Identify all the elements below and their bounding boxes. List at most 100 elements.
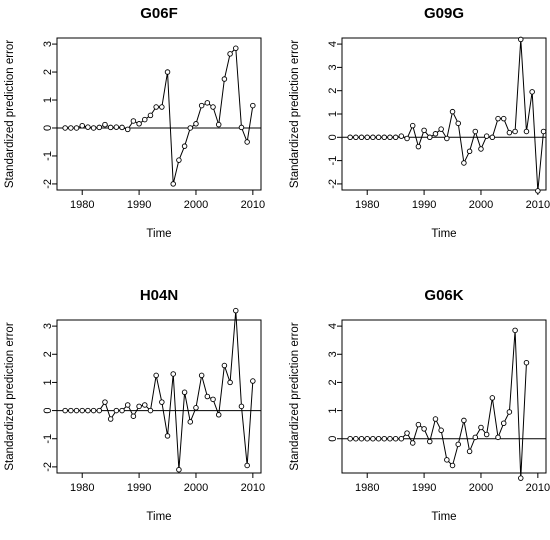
data-point — [432, 416, 439, 422]
data-point — [404, 135, 410, 142]
x-axis-label: Time — [431, 228, 456, 240]
data-point — [250, 102, 256, 109]
data-point — [244, 462, 250, 469]
y-tick-label: 4 — [327, 323, 339, 329]
data-point — [176, 466, 182, 473]
data-point — [353, 435, 359, 442]
x-tick-label: 2010 — [241, 482, 265, 494]
data-point — [392, 435, 399, 442]
data-point — [210, 104, 216, 110]
data-point — [159, 399, 165, 405]
data-point — [79, 407, 85, 414]
y-tick-label: 1 — [42, 379, 54, 385]
data-point — [415, 143, 422, 150]
data-point — [227, 379, 233, 386]
data-point — [358, 134, 365, 141]
data-point — [193, 405, 199, 411]
y-tick-label: 2 — [42, 351, 54, 357]
data-point — [187, 125, 194, 131]
data-point — [130, 118, 137, 124]
data-point — [404, 430, 410, 436]
data-point — [181, 389, 188, 396]
y-tick-label: 0 — [327, 134, 339, 140]
y-tick-label: 2 — [42, 69, 54, 75]
y-axis-label: Standardized prediction error — [4, 322, 16, 470]
data-point — [153, 372, 159, 379]
y-tick-label: 1 — [327, 408, 339, 414]
data-point — [107, 416, 114, 422]
data-point — [506, 129, 513, 136]
y-tick-label: 3 — [327, 351, 339, 357]
data-point — [107, 124, 114, 131]
data-point — [142, 116, 148, 123]
data-point — [489, 134, 496, 141]
data-point — [500, 115, 507, 122]
y-tick-label: 3 — [327, 64, 339, 70]
x-tick-label: 1990 — [127, 199, 151, 211]
data-point — [102, 121, 108, 128]
chart-title: G06K — [424, 287, 463, 304]
data-point — [68, 407, 74, 414]
data-point — [489, 395, 496, 401]
data-point — [198, 102, 205, 109]
y-tick-label: 3 — [42, 41, 54, 47]
data-point — [68, 125, 74, 131]
data-point — [227, 51, 233, 57]
y-tick-label: 0 — [42, 125, 54, 131]
data-point — [523, 359, 530, 366]
data-point — [73, 407, 80, 414]
data-point — [478, 146, 484, 152]
data-point — [381, 134, 388, 141]
data-point — [495, 434, 501, 441]
x-tick-label: 2000 — [184, 199, 208, 211]
data-point — [347, 134, 353, 141]
data-point — [466, 448, 473, 455]
series-line — [65, 310, 254, 470]
data-point — [147, 407, 154, 414]
data-point — [347, 435, 353, 442]
data-point — [409, 440, 416, 446]
y-axis-label: Standardized prediction error — [289, 322, 301, 470]
data-point — [483, 431, 490, 438]
y-tick-label: -2 — [42, 462, 54, 472]
chart-title: G06F — [140, 5, 178, 22]
chart-title: G09G — [424, 5, 464, 22]
data-point — [461, 417, 467, 424]
data-point — [387, 134, 393, 141]
data-point — [198, 372, 205, 379]
data-point — [387, 435, 393, 442]
x-axis-label: Time — [146, 228, 171, 240]
data-point — [427, 438, 433, 445]
data-point — [375, 435, 382, 442]
data-point — [392, 134, 399, 141]
data-point — [181, 143, 188, 149]
data-point — [353, 134, 359, 141]
data-point — [73, 125, 80, 131]
data-point — [472, 434, 479, 441]
y-tick-label: -1 — [42, 151, 54, 161]
data-point — [466, 148, 473, 155]
chart-title: H04N — [140, 287, 178, 304]
data-point — [147, 112, 154, 119]
y-tick-label: 2 — [327, 379, 339, 385]
data-point — [370, 435, 376, 442]
data-point — [164, 433, 171, 439]
data-point — [523, 128, 530, 135]
x-tick-label: 2010 — [526, 199, 550, 211]
x-tick-label: 2010 — [526, 482, 550, 494]
data-point — [449, 108, 456, 115]
data-point — [142, 402, 148, 408]
data-point — [238, 124, 245, 131]
y-axis-label: Standardized prediction error — [4, 40, 16, 188]
data-point — [427, 134, 433, 141]
data-point — [153, 104, 159, 110]
x-tick-label: 1990 — [412, 482, 436, 494]
data-point — [370, 134, 376, 141]
data-point — [187, 419, 194, 425]
data-point — [506, 409, 513, 415]
y-tick-label: 4 — [327, 41, 339, 47]
data-point — [432, 131, 439, 137]
x-tick-label: 2000 — [469, 482, 493, 494]
data-point — [170, 181, 176, 187]
